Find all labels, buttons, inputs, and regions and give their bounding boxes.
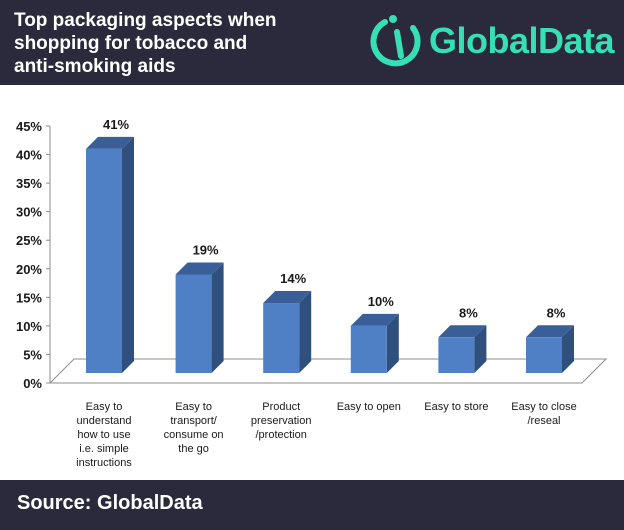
bar-top <box>263 291 312 304</box>
data-label: 10% <box>368 294 394 309</box>
bar <box>438 337 475 373</box>
x-tick-label: Easy to transport/consume on the go <box>164 401 224 455</box>
bar-side <box>299 291 312 373</box>
bar-side <box>474 325 487 373</box>
x-tick-label-line: instructions <box>76 457 132 469</box>
y-axis: 0% 5% 10% 15% 20% 25% 30% 35% 40% 45% <box>16 119 51 391</box>
chart-title: Top packaging aspects when shopping for … <box>14 10 277 77</box>
footer-banner: Source: GlobalData <box>0 480 624 530</box>
bars <box>86 136 574 373</box>
data-labels: 41% 19% 14% 10% 8% 8% <box>103 117 566 320</box>
y-tick-label: 35% <box>16 176 42 191</box>
bar-side <box>562 325 574 373</box>
bar-group <box>263 291 312 373</box>
x-tick-label: Product preservation/protection <box>251 401 312 441</box>
bar <box>350 325 387 373</box>
x-axis-labels: Easy to understand how to use i.e. simple in… <box>76 401 577 469</box>
x-tick-label-line: how to use <box>77 429 130 441</box>
data-label: 14% <box>280 271 306 286</box>
x-tick-label-line: Easy to store <box>424 401 488 413</box>
floor-plane <box>48 358 608 384</box>
bar-top <box>86 136 134 149</box>
y-tick-label: 30% <box>16 205 42 220</box>
x-tick-label-line: the go <box>178 443 209 455</box>
x-tick-label-line: Easy to close <box>511 401 576 413</box>
y-tick-label: 45% <box>16 119 42 134</box>
y-tick-label: 5% <box>23 347 42 362</box>
globaldata-logo-icon <box>370 15 421 67</box>
bar-chart: 0% 5% 10% 15% 20% 25% 30% 35% 40% 45% 41% 19% 14% 10… <box>16 117 608 469</box>
x-tick-label: Easy to close/reseal <box>511 401 576 427</box>
x-tick-label-line: transport/ <box>170 415 217 427</box>
bar-group <box>175 262 224 373</box>
x-tick-label-line: /reseal <box>527 415 560 427</box>
brand-name: GlobalData <box>428 20 615 61</box>
x-tick-label-line: Product <box>262 401 300 413</box>
data-label: 8% <box>547 305 566 320</box>
x-tick-label-line: /protection <box>256 429 307 441</box>
data-label: 41% <box>103 117 129 132</box>
x-tick-label-line: Easy to <box>86 401 123 413</box>
y-tick-label: 40% <box>16 148 42 163</box>
bar-group <box>86 136 134 373</box>
bar-group <box>350 313 399 373</box>
y-tick-label: 0% <box>23 376 42 391</box>
bar <box>86 148 122 373</box>
bar-top <box>526 325 574 338</box>
bar-side <box>211 262 224 373</box>
x-tick-label-line: i.e. simple <box>79 443 129 455</box>
x-tick-label-line: preservation <box>251 415 312 427</box>
source-note: Source: GlobalData <box>17 492 203 514</box>
y-tick-label: 25% <box>16 233 42 248</box>
bar-group <box>526 325 574 373</box>
x-tick-label-line: Easy to open <box>337 401 401 413</box>
x-tick-label-line: understand <box>76 415 131 427</box>
x-tick-label-line: Easy to <box>175 401 212 413</box>
x-tick-label-line: consume on <box>164 429 224 441</box>
bar <box>175 274 212 373</box>
bar-group <box>438 325 487 373</box>
header-banner: Top packaging aspects when shopping for … <box>0 0 624 85</box>
data-label: 19% <box>193 242 219 257</box>
chart-floor <box>48 358 608 384</box>
bar-top <box>438 325 487 338</box>
x-tick-label: Easy to understand how to use i.e. simple in… <box>76 401 132 469</box>
brand-logo: GlobalData <box>367 12 615 70</box>
bar <box>263 303 300 373</box>
data-label: 8% <box>459 305 478 320</box>
bar-top <box>350 313 399 326</box>
bar <box>526 337 562 373</box>
bar-side <box>122 136 134 373</box>
y-tick-label: 10% <box>16 319 42 334</box>
x-tick-label: Easy to open <box>337 401 401 413</box>
bar-side <box>386 313 399 373</box>
x-tick-label: Easy to store <box>424 401 488 413</box>
y-tick-label: 15% <box>16 290 42 305</box>
y-tick-label: 20% <box>16 262 42 277</box>
bar-top <box>175 262 224 275</box>
